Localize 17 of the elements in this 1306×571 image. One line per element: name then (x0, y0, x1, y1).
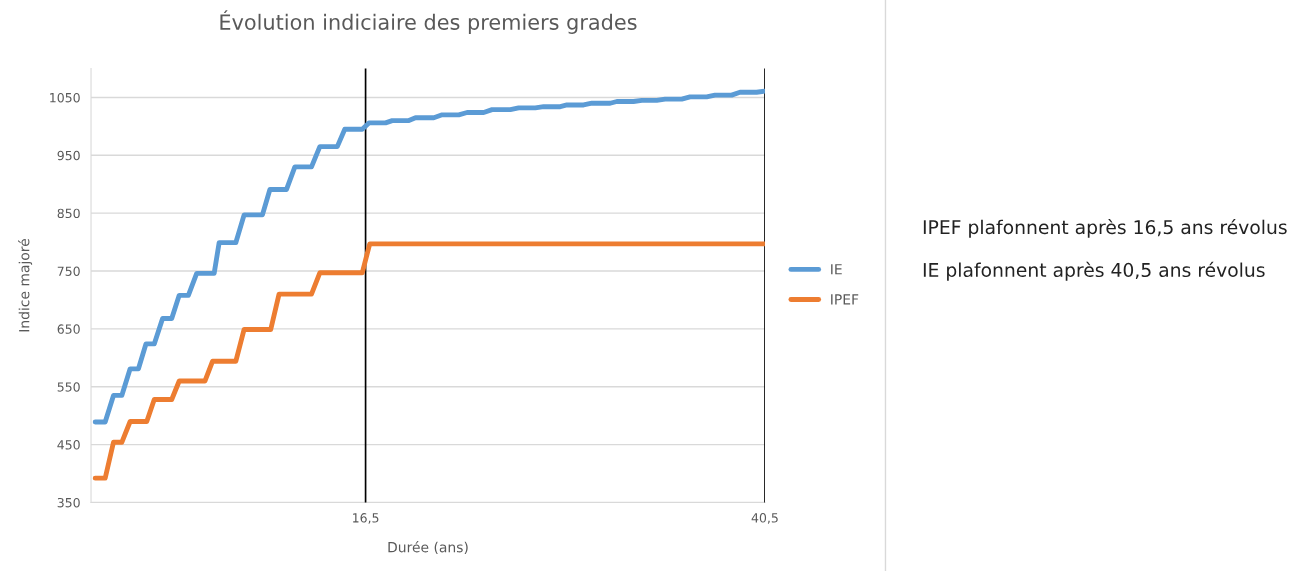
y-tick-label: 950 (57, 150, 80, 161)
y-tick-label: 650 (57, 324, 80, 334)
y-tick-label: 350 (57, 497, 80, 508)
y-tick-label: 550 (57, 382, 80, 392)
y-tick-label: 450 (57, 440, 80, 450)
text: IPEF plafonnent après 16,5 ans révolus (923, 218, 1287, 238)
chart-title: Évolution indiciaire des premiers grades (220, 10, 637, 34)
y-tick-label: 750 (57, 266, 80, 276)
text: IE plafonnent après 40,5 ans révolus (923, 261, 1265, 281)
y-axis-title: Indice majoré (18, 238, 33, 332)
x-axis-title: Durée (ans) (388, 541, 468, 555)
x-tick-label: 16,5 (353, 513, 379, 524)
x-tick-label: 40,5 (751, 513, 778, 524)
legend-label: IE (831, 264, 842, 275)
legend-label: IPEF (831, 294, 859, 305)
y-tick-label: 850 (57, 208, 80, 219)
y-tick-label: 1050 (50, 92, 80, 103)
